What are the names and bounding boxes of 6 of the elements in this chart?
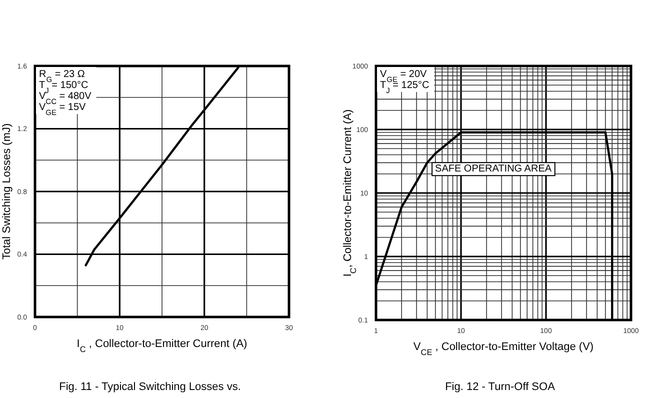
x-axis-title: I$_{C}$ , Collector-to-Emitter Current (A) (76, 338, 248, 354)
text: Fig. 12 - Turn-Off SOA (445, 381, 556, 393)
annotation: SAFE OPERATING AREA (435, 164, 552, 175)
text: Fig. 11 - Typical Switching Losses vs. (59, 381, 241, 393)
y-axis-title: Total Switching Losses (mJ) (1, 123, 13, 260)
x-axis-title: V$_{CE}$ , Collector-to-Emitter Voltage (V) (413, 341, 594, 356)
